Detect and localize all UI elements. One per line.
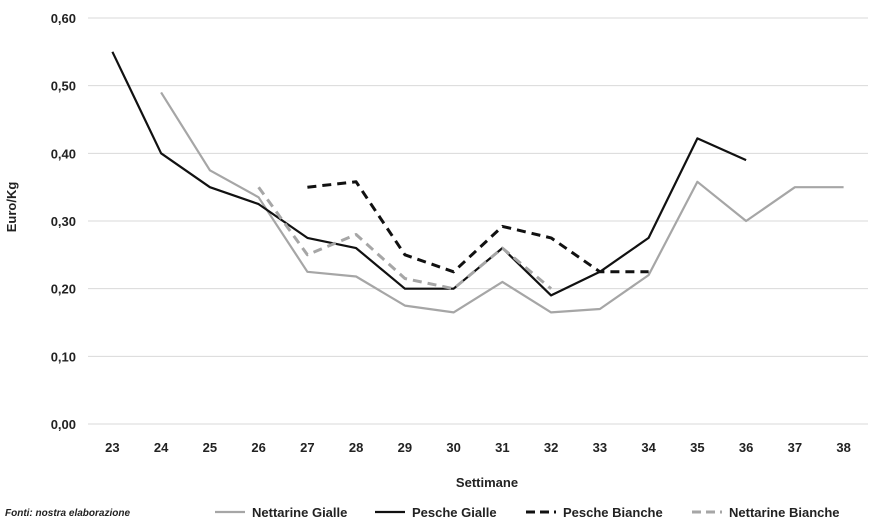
x-axis-tick-labels: 23 24 25 26 27 28 29 30 31 32 33 34 35 36 37 38 <box>105 440 851 455</box>
series-line-nettarine-bianche <box>257 186 553 291</box>
y-axis-tick-labels: 0,00 0,10 0,20 0,30 0,40 0,50 0,60 <box>51 11 76 432</box>
x-tick-label: 30 <box>446 440 460 455</box>
x-tick-label: 28 <box>349 440 363 455</box>
series-line-nettarine-gialle <box>160 91 844 314</box>
x-tick-label: 24 <box>154 440 169 455</box>
y-axis-title: Euro/Kg <box>4 182 19 233</box>
legend: Nettarine Gialle Pesche Gialle Pesche Bian… <box>215 505 840 520</box>
x-tick-label: 36 <box>739 440 753 455</box>
y-tick-label: 0,10 <box>51 349 76 364</box>
x-tick-label: 35 <box>690 440 704 455</box>
series-line-pesche-bianche <box>307 180 649 274</box>
x-tick-label: 34 <box>641 440 656 455</box>
y-tick-label: 0,50 <box>51 79 76 94</box>
y-tick-label: 0,00 <box>51 417 76 432</box>
y-tick-label: 0,40 <box>51 146 76 161</box>
x-tick-label: 25 <box>203 440 217 455</box>
legend-label-pesche-gialle: Pesche Gialle <box>412 505 497 520</box>
series-line-pesche-gialle <box>111 51 747 297</box>
x-tick-label: 33 <box>593 440 607 455</box>
source-note: Fonti: nostra elaborazione <box>5 508 130 519</box>
legend-label-nettarine-bianche: Nettarine Bianche <box>729 505 840 520</box>
y-tick-label: 0,60 <box>51 11 76 26</box>
x-tick-label: 27 <box>300 440 314 455</box>
x-tick-label: 29 <box>398 440 412 455</box>
x-tick-label: 32 <box>544 440 558 455</box>
legend-label-pesche-bianche: Pesche Bianche <box>563 505 663 520</box>
x-tick-label: 38 <box>836 440 850 455</box>
legend-label-nettarine-gialle: Nettarine Gialle <box>252 505 347 520</box>
series-lines <box>111 51 844 314</box>
gridlines <box>88 17 868 425</box>
x-tick-label: 37 <box>788 440 802 455</box>
x-tick-label: 31 <box>495 440 509 455</box>
x-axis-title: Settimane <box>456 475 518 490</box>
y-tick-label: 0,30 <box>51 214 76 229</box>
x-tick-label: 23 <box>105 440 119 455</box>
y-tick-label: 0,20 <box>51 282 76 297</box>
x-tick-label: 26 <box>251 440 265 455</box>
